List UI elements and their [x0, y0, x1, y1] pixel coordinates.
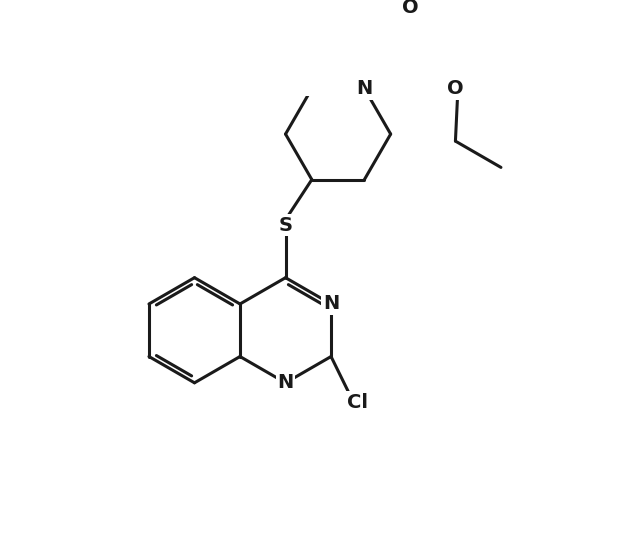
Text: S: S [278, 216, 292, 235]
Text: N: N [277, 373, 294, 392]
Text: N: N [323, 294, 339, 313]
Text: O: O [401, 0, 418, 17]
Text: O: O [447, 79, 464, 98]
Text: Cl: Cl [347, 392, 368, 411]
Text: N: N [356, 79, 372, 98]
